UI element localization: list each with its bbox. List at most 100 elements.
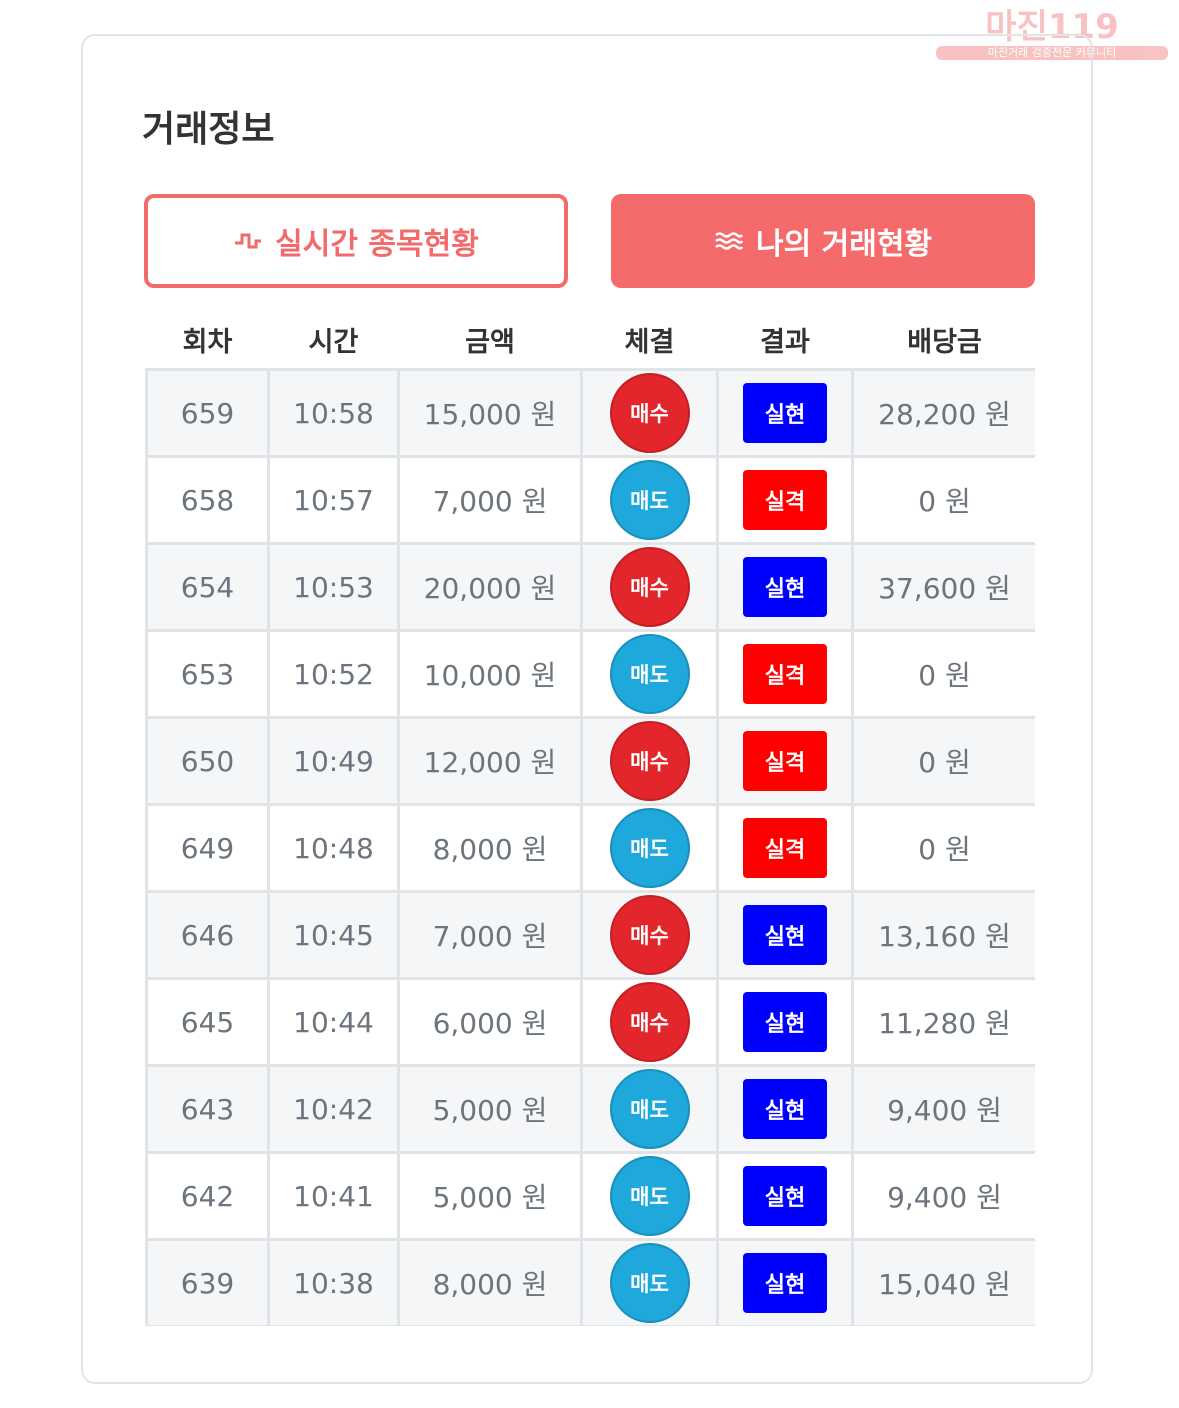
cell: 643 [145,1064,270,1154]
side-circle: 매도 [609,1243,690,1323]
result-badge: 실현 [743,383,827,443]
cell: 10:57 [267,455,400,545]
cell: 0 원 [851,803,1035,893]
side-circle: 매수 [609,895,690,975]
cell: 15,040 원 [851,1238,1035,1326]
result-badge: 실현 [743,1166,827,1226]
tab-my-trades[interactable]: 나의 거래현황 [611,194,1035,288]
column-header: 회차 [182,326,233,358]
side-cell: 매수 [580,368,719,458]
side-circle: 매수 [609,547,690,627]
result-cell: 실격 [716,455,854,545]
cell: 20,000 원 [397,542,583,632]
cell: 7,000 원 [397,890,583,980]
side-cell: 매도 [580,455,719,545]
wave-icon [715,232,744,250]
cell: 15,000 원 [397,368,583,458]
cell: 37,600 원 [851,542,1035,632]
cell: 10:41 [267,1151,400,1241]
result-badge: 실격 [743,470,827,530]
trade-row: 645 10:44 6,000 원 매수 실현 11,280 원 [145,977,1035,1067]
column-header: 결과 [760,326,810,358]
cell: 6,000 원 [397,977,583,1067]
tab-label: 실시간 종목현황 [275,227,479,262]
column-header: 금액 [465,326,515,358]
side-circle: 매도 [609,1156,690,1236]
cell: 5,000 원 [397,1064,583,1154]
side-cell: 매도 [580,1064,719,1154]
result-cell: 실현 [716,890,854,980]
cell: 10:48 [267,803,400,893]
cell: 10:45 [267,890,400,980]
cell: 649 [145,803,270,893]
trade-row: 646 10:45 7,000 원 매수 실현 13,160 원 [145,890,1035,980]
side-circle: 매도 [609,1069,690,1149]
cell: 10:38 [267,1238,400,1326]
cell: 639 [145,1238,270,1326]
watermark-tagline: 마진거래 검증전문 커뮤니티 [936,46,1168,60]
tab-realtime[interactable]: 실시간 종목현황 [144,194,568,288]
trade-row: 659 10:58 15,000 원 매수 실현 28,200 원 [145,368,1035,458]
cell: 8,000 원 [397,1238,583,1326]
cell: 0 원 [851,455,1035,545]
column-header: 체결 [624,326,675,358]
result-cell: 실현 [716,1151,854,1241]
result-cell: 실현 [716,977,854,1067]
trade-row: 639 10:38 8,000 원 매도 실현 15,040 원 [145,1238,1035,1326]
trade-row: 654 10:53 20,000 원 매수 실현 37,600 원 [145,542,1035,632]
cell: 10,000 원 [397,629,583,719]
result-badge: 실현 [743,557,827,617]
column-header: 배당금 [907,326,982,358]
cell: 10:53 [267,542,400,632]
header-row: 회차 시간 금액 체결 결과 배당금 [147,310,1036,370]
cell: 7,000 원 [397,455,583,545]
cell: 653 [145,629,270,719]
result-badge: 실현 [743,1079,827,1139]
result-cell: 실현 [716,368,854,458]
result-badge: 실격 [743,644,827,704]
column-header: 시간 [308,326,359,358]
trade-row: 643 10:42 5,000 원 매도 실현 9,400 원 [145,1064,1035,1154]
side-cell: 매수 [580,542,719,632]
result-badge: 실격 [743,818,827,878]
cell: 10:44 [267,977,400,1067]
card [81,34,1093,1384]
result-badge: 실현 [743,905,827,965]
cell: 28,200 원 [851,368,1035,458]
side-circle: 매수 [609,721,690,801]
cell: 11,280 원 [851,977,1035,1067]
title: 거래정보 [142,109,275,150]
side-circle: 매수 [609,982,690,1062]
cell: 10:58 [267,368,400,458]
cell: 10:52 [267,629,400,719]
side-cell: 매도 [580,1238,719,1326]
result-cell: 실현 [716,1238,854,1326]
cell: 645 [145,977,270,1067]
side-circle: 매도 [609,808,690,888]
cell: 650 [145,716,270,806]
result-badge: 실현 [743,1253,827,1313]
cell: 642 [145,1151,270,1241]
pulse-icon [235,233,262,249]
side-circle: 매수 [609,373,690,453]
side-circle: 매도 [609,460,690,540]
cell: 646 [145,890,270,980]
cell: 9,400 원 [851,1151,1035,1241]
result-cell: 실격 [716,803,854,893]
trade-row: 653 10:52 10,000 원 매도 실격 0 원 [145,629,1035,719]
result-badge: 실현 [743,992,827,1052]
cell: 659 [145,368,270,458]
result-cell: 실격 [716,629,854,719]
cell: 8,000 원 [397,803,583,893]
trade-table: 회차 시간 금액 체결 결과 배당금 659 10:58 15,000 원 매수 실현 28,200… [145,310,1035,1326]
result-badge: 실격 [743,731,827,791]
trade-row: 642 10:41 5,000 원 매도 실현 9,400 원 [145,1151,1035,1241]
side-circle: 매도 [609,634,690,714]
cell: 10:42 [267,1064,400,1154]
cell: 654 [145,542,270,632]
cell: 13,160 원 [851,890,1035,980]
result-cell: 실현 [716,1064,854,1154]
trade-row: 649 10:48 8,000 원 매도 실격 0 원 [145,803,1035,893]
cell: 10:49 [267,716,400,806]
